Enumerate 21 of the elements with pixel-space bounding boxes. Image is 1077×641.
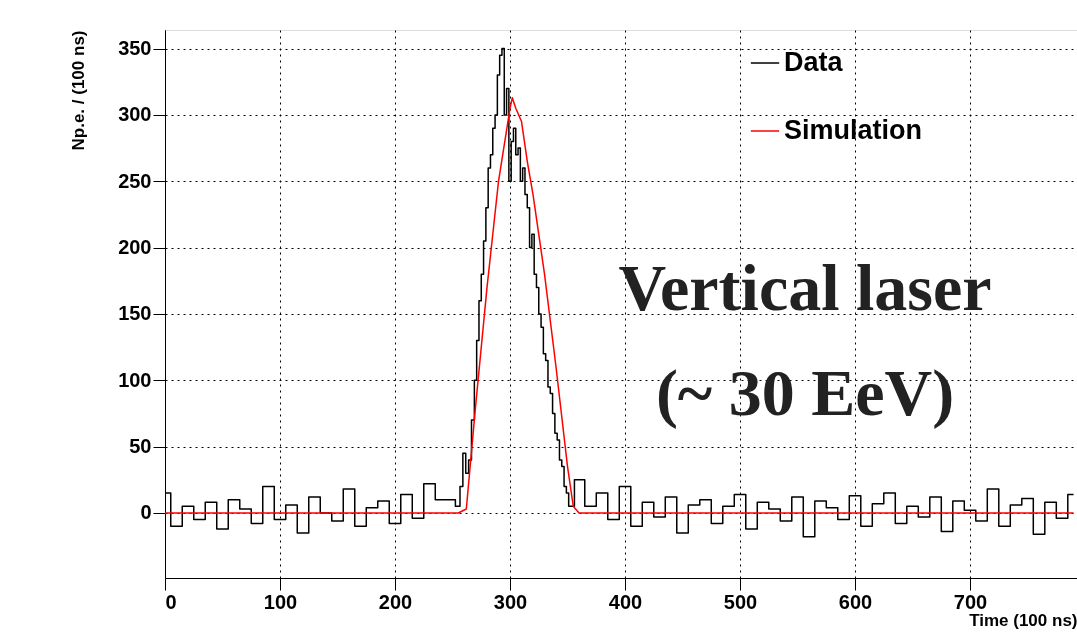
x-tick-label: 700: [953, 590, 988, 613]
x-tick-label: 100: [263, 590, 298, 613]
x-tick-label: 300: [493, 590, 528, 613]
y-tick-label: 150: [118, 302, 152, 325]
y-tick-label: 50: [129, 435, 152, 458]
legend-label: Simulation: [784, 115, 923, 145]
x-tick-label: 0: [165, 590, 177, 613]
annotation: Vertical laser (~ 30 EeV): [618, 251, 992, 430]
y-tick-label: 200: [118, 236, 152, 259]
x-tick-label: 200: [378, 590, 413, 613]
x-tick-label: 500: [723, 590, 758, 613]
x-tick-label: 600: [838, 590, 873, 613]
y-tick-label: 250: [118, 169, 152, 192]
y-tick-label: 350: [118, 37, 152, 60]
legend-label: Data: [784, 47, 844, 77]
y-tick-label: 300: [118, 103, 152, 126]
x-axis-title: Time (100 ns): [969, 610, 1077, 630]
y-tick-label: 100: [118, 368, 152, 391]
y-tick-label: 0: [140, 501, 152, 524]
y-axis-title: Np.e. / (100 ns): [69, 30, 89, 151]
x-tick-label: 400: [608, 590, 643, 613]
